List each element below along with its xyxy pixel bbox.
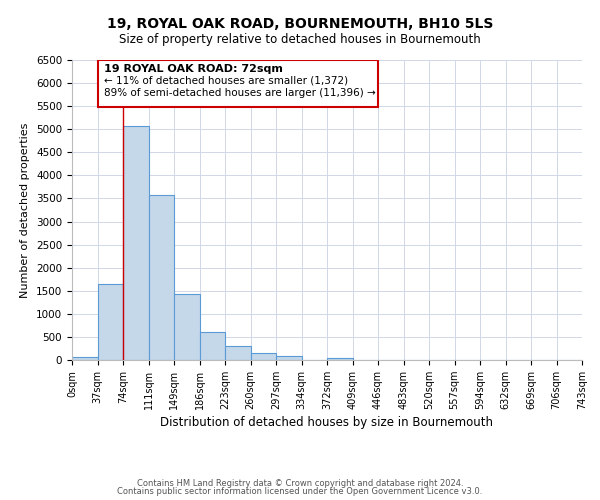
Text: 19, ROYAL OAK ROAD, BOURNEMOUTH, BH10 5LS: 19, ROYAL OAK ROAD, BOURNEMOUTH, BH10 5L… [107, 18, 493, 32]
Bar [225, 346, 251, 360]
Bar [327, 358, 353, 360]
Text: ← 11% of detached houses are smaller (1,372): ← 11% of detached houses are smaller (1,… [104, 76, 349, 86]
Y-axis label: Number of detached properties: Number of detached properties [20, 122, 31, 298]
Bar [251, 353, 276, 360]
X-axis label: Distribution of detached houses by size in Bournemouth: Distribution of detached houses by size … [161, 416, 493, 429]
Bar [72, 357, 97, 360]
Text: Contains HM Land Registry data © Crown copyright and database right 2024.: Contains HM Land Registry data © Crown c… [137, 478, 463, 488]
Bar [276, 356, 302, 360]
Text: 89% of semi-detached houses are larger (11,396) →: 89% of semi-detached houses are larger (… [104, 88, 376, 98]
Bar [97, 284, 123, 360]
FancyBboxPatch shape [97, 60, 378, 107]
Bar [199, 332, 225, 360]
Bar [174, 294, 199, 360]
Text: 19 ROYAL OAK ROAD: 72sqm: 19 ROYAL OAK ROAD: 72sqm [104, 64, 283, 74]
Text: Contains public sector information licensed under the Open Government Licence v3: Contains public sector information licen… [118, 487, 482, 496]
Bar [123, 126, 149, 360]
Bar [149, 195, 174, 360]
Text: Size of property relative to detached houses in Bournemouth: Size of property relative to detached ho… [119, 32, 481, 46]
